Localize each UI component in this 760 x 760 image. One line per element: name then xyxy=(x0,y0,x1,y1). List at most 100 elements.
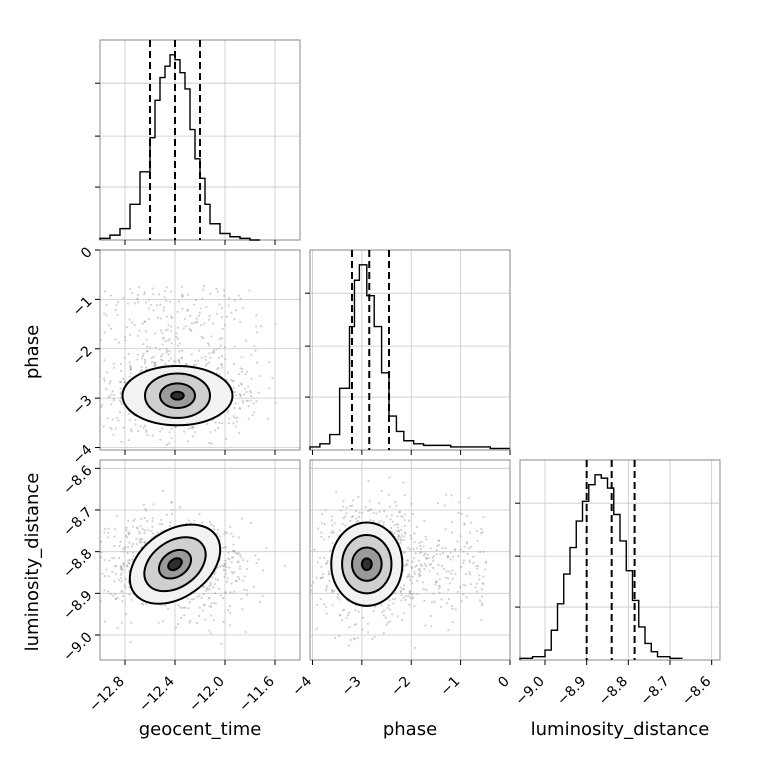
sample-point xyxy=(221,366,224,369)
sample-point xyxy=(232,535,235,538)
sample-point xyxy=(329,531,333,534)
sample-point xyxy=(189,314,192,317)
sample-point xyxy=(212,349,216,352)
sample-point xyxy=(421,581,424,584)
sample-point xyxy=(112,366,116,369)
sample-point xyxy=(129,368,133,371)
sample-point xyxy=(123,380,126,384)
sample-point xyxy=(111,556,114,560)
sample-point xyxy=(413,646,417,649)
sample-point xyxy=(185,362,188,366)
sample-point xyxy=(462,550,465,553)
sample-point xyxy=(418,541,421,545)
sample-point xyxy=(357,515,361,518)
sample-point xyxy=(369,508,373,511)
sample-point xyxy=(237,560,240,563)
sample-point xyxy=(143,541,146,544)
sample-point xyxy=(387,604,390,607)
sample-point xyxy=(134,423,137,426)
sample-point xyxy=(429,547,432,550)
sample-point xyxy=(259,325,263,328)
sample-point xyxy=(105,387,108,391)
sample-point xyxy=(241,517,244,520)
sample-point xyxy=(418,570,422,573)
sample-point xyxy=(353,623,357,627)
sample-point xyxy=(321,572,325,576)
sample-point xyxy=(122,426,125,429)
sample-point xyxy=(177,344,180,347)
sample-point xyxy=(128,541,131,544)
sample-point xyxy=(142,343,145,346)
hist-panel-geocent-time xyxy=(95,39,301,245)
sample-point xyxy=(399,510,402,513)
sample-point xyxy=(342,609,345,612)
sample-point xyxy=(418,551,422,554)
sample-point xyxy=(103,359,106,362)
sample-point xyxy=(190,426,193,429)
sample-point xyxy=(194,359,197,362)
sample-point xyxy=(139,540,143,544)
sample-point xyxy=(255,399,258,403)
sample-point xyxy=(187,519,191,522)
sample-point xyxy=(239,393,242,397)
sample-point xyxy=(397,535,400,539)
sample-point xyxy=(388,476,391,479)
sample-point xyxy=(128,532,131,535)
sample-point xyxy=(456,590,459,593)
y-tick-label: −3 xyxy=(70,392,96,418)
sample-point xyxy=(125,536,129,539)
sample-point xyxy=(243,387,247,390)
sample-point xyxy=(214,592,217,595)
sample-point xyxy=(214,602,218,605)
sample-point xyxy=(212,601,216,605)
sample-point xyxy=(235,309,238,312)
sample-point xyxy=(468,571,471,574)
sample-point xyxy=(417,559,420,562)
sample-point xyxy=(120,566,123,569)
sample-point xyxy=(344,524,347,527)
sample-point xyxy=(109,380,112,383)
sample-point xyxy=(228,624,232,627)
sample-point xyxy=(206,422,209,426)
x-tick-label: −8.6 xyxy=(679,673,714,708)
sample-point xyxy=(168,431,171,434)
sample-point xyxy=(438,585,442,588)
sample-point xyxy=(206,586,209,590)
sample-point xyxy=(382,521,385,524)
sample-point xyxy=(208,315,211,318)
sample-point xyxy=(393,524,396,527)
sample-point xyxy=(388,599,391,602)
sample-point xyxy=(161,332,164,335)
sample-point xyxy=(403,531,406,534)
sample-point xyxy=(120,621,124,624)
sample-point xyxy=(165,347,168,350)
sample-point xyxy=(136,293,140,296)
sample-point xyxy=(313,548,316,551)
density-level xyxy=(361,558,372,571)
sample-point xyxy=(423,568,426,571)
sample-point xyxy=(480,588,483,591)
sample-point xyxy=(233,345,236,348)
sample-point xyxy=(331,603,334,607)
sample-point xyxy=(478,550,482,554)
sample-point xyxy=(128,562,131,565)
sample-point xyxy=(159,329,163,332)
sample-point xyxy=(100,599,102,603)
sample-point xyxy=(475,530,478,533)
sample-point xyxy=(236,416,239,419)
sample-point xyxy=(229,525,232,529)
sample-point xyxy=(460,599,463,602)
sample-point xyxy=(159,358,163,361)
sample-point xyxy=(192,426,195,429)
sample-point xyxy=(233,590,236,593)
sample-point xyxy=(208,605,211,608)
sample-point xyxy=(166,339,170,342)
x-axis-label-luminosity-distance: luminosity_distance xyxy=(531,719,710,740)
histogram-step xyxy=(99,54,260,241)
sample-point xyxy=(162,337,165,340)
sample-point xyxy=(224,530,227,533)
sample-point xyxy=(154,361,157,364)
sample-point xyxy=(465,596,468,599)
sample-point xyxy=(178,361,181,365)
axes-frame xyxy=(309,249,511,451)
